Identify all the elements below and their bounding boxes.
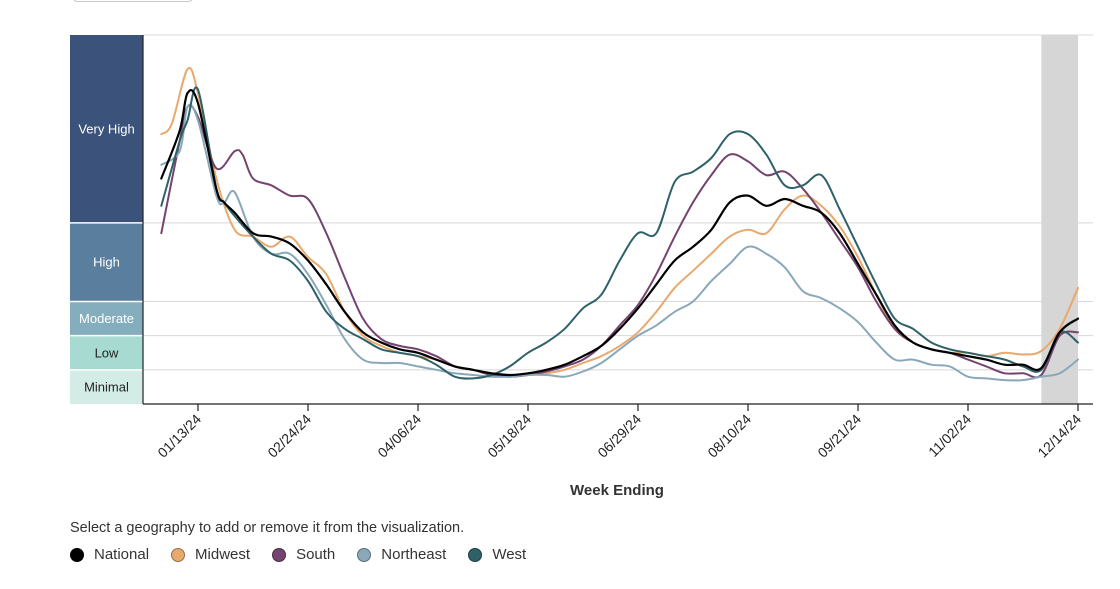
legend-item-national[interactable]: National: [70, 546, 149, 563]
level-band: [70, 335, 143, 370]
legend-item-midwest[interactable]: Midwest: [171, 546, 250, 563]
x-tick-label: 05/18/24: [484, 411, 534, 461]
level-band-label: Minimal: [84, 379, 129, 394]
legend-dot-icon: [468, 547, 483, 562]
legend-dot-icon: [272, 547, 287, 562]
geography-legend: National Midwest South Northeast West: [70, 546, 548, 563]
level-band-label: Moderate: [79, 311, 134, 326]
level-band-label: High: [93, 255, 120, 270]
projection-region: [1041, 35, 1078, 404]
x-tick-label: 01/13/24: [154, 411, 204, 461]
x-tick-label: 09/21/24: [814, 411, 864, 461]
level-band: [70, 222, 143, 302]
legend-dot-icon: [70, 547, 84, 562]
x-tick-label: 11/02/24: [925, 411, 974, 460]
legend-dot-icon: [357, 547, 372, 562]
x-tick-label: 04/06/24: [374, 411, 424, 461]
legend-label: West: [492, 546, 527, 563]
x-tick-label: 02/24/24: [264, 411, 314, 461]
legend-item-northeast[interactable]: Northeast: [357, 546, 446, 563]
level-band: [70, 35, 143, 223]
legend-label: Midwest: [195, 546, 251, 563]
series-line-northeast: [160, 103, 1079, 382]
x-tick-label: 08/10/24: [704, 411, 754, 461]
legend-label: National: [94, 546, 150, 563]
x-tick-label: 06/29/24: [594, 411, 644, 461]
x-axis-title: Week Ending: [570, 482, 664, 499]
level-band: [70, 369, 143, 404]
level-band: [70, 301, 143, 336]
wastewater-level-chart: Very High High Moderate Low Minimal 01/13/24 0…: [70, 34, 1093, 499]
legend-item-west[interactable]: West: [468, 546, 526, 563]
x-tick-label: 12/14/24: [1034, 411, 1084, 461]
legend-instructions: Select a geography to add or remove it f…: [70, 520, 465, 536]
series-line-national: [160, 89, 1080, 377]
series-line-west: [160, 86, 1079, 380]
series-line-south: [160, 104, 1079, 379]
legend-dot-icon: [171, 547, 186, 562]
level-band-label: Very High: [78, 121, 134, 136]
legend-label: Northeast: [381, 546, 447, 563]
legend-item-south[interactable]: South: [272, 546, 335, 563]
legend-label: South: [296, 546, 336, 563]
level-band-label: Low: [95, 345, 119, 360]
